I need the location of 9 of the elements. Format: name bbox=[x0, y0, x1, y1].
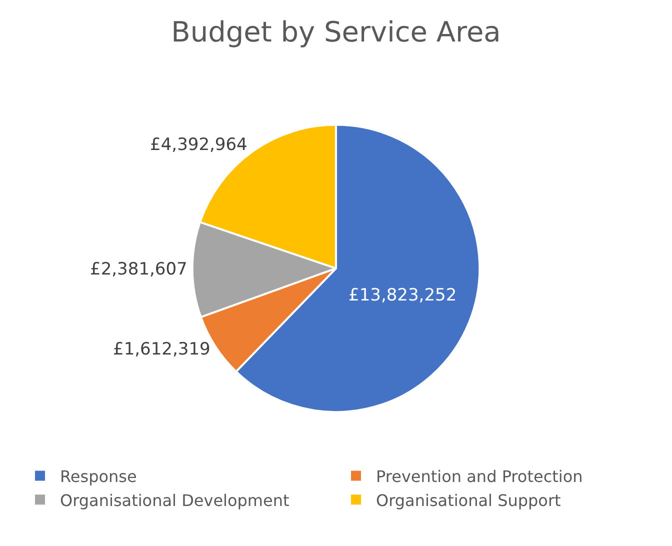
data-label: £13,823,252 bbox=[348, 285, 457, 306]
data-label: £2,381,607 bbox=[90, 260, 188, 280]
data-label: £1,612,319 bbox=[113, 339, 210, 360]
legend-label: Response bbox=[60, 467, 137, 486]
legend-label: Organisational Development bbox=[60, 490, 290, 510]
legend-label: Prevention and Protection bbox=[376, 467, 583, 486]
chart-title: Budget by Service Area bbox=[171, 15, 501, 48]
legend-label: Organisational Support bbox=[376, 490, 561, 510]
data-label: £4,392,964 bbox=[150, 134, 248, 155]
